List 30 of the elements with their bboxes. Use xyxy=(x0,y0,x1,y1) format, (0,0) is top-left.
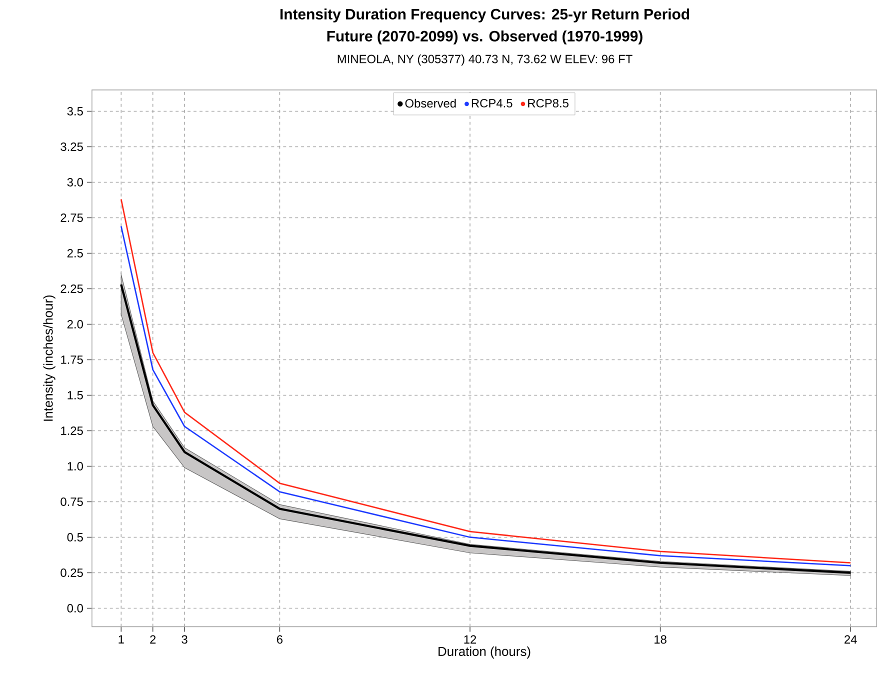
y-tick-label: 3.25 xyxy=(60,142,83,152)
chart-title: Intensity Duration Frequency Curves: 25-yr Return Period xyxy=(280,8,690,23)
y-tick-label: 0.0 xyxy=(67,604,83,613)
y-tick-label: 0.75 xyxy=(60,498,83,506)
y-tick-label: 1.25 xyxy=(61,426,83,436)
y-tick-label: 0.5 xyxy=(67,533,83,542)
x-tick-label: 1 xyxy=(118,635,124,644)
y-tick-label: 2.0 xyxy=(67,320,83,329)
chart-subtitle: Future (2070-2099) vs. Observed (1970-1999) xyxy=(327,30,642,45)
y-tick-label: 1.0 xyxy=(68,462,83,471)
x-tick-label: 3 xyxy=(182,635,188,644)
x-tick-label: 24 xyxy=(844,635,857,644)
x-tick-label: 12 xyxy=(464,635,476,644)
y-tick-label: 1.5 xyxy=(68,391,83,400)
legend-label: RCP8.5 xyxy=(528,99,568,108)
y-tick-label: 0.25 xyxy=(60,568,83,578)
y-tick-label: 2.75 xyxy=(60,214,83,222)
x-tick-label: 18 xyxy=(654,635,666,644)
y-tick-label: 2.25 xyxy=(60,284,83,294)
y-axis-title: Intensity (inches/hour) xyxy=(43,296,56,421)
y-tick-label: 3.0 xyxy=(67,178,83,187)
legend-label: Observed xyxy=(405,98,456,108)
x-tick-label: 6 xyxy=(277,635,283,644)
x-tick-label: 2 xyxy=(150,635,156,644)
y-tick-label: 2.5 xyxy=(67,249,83,258)
y-tick-label: 1.75 xyxy=(61,356,83,364)
y-tick-label: 3.5 xyxy=(67,107,83,116)
legend-label: RCP4.5 xyxy=(472,99,512,108)
text: MINEOLA, NY (305377) 40.73 N, 73.62 W ELEV: 96 FT xyxy=(338,54,632,66)
x-axis-title: Duration (hours) xyxy=(438,646,530,659)
